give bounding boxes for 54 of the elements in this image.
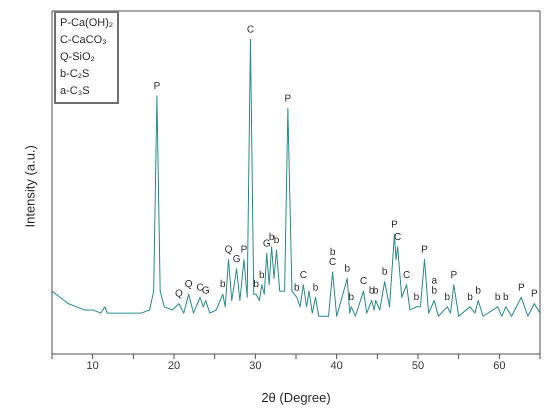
annotation: C [360,276,368,288]
annotation: b [431,286,438,297]
annotation: Q [224,244,233,256]
annotation: C [246,24,254,36]
annotation: b [268,232,275,244]
annotation: a [431,276,438,287]
x-tick-label: 30 [249,360,262,372]
annotation: Q [184,279,193,290]
x-tick-label: 50 [412,360,424,372]
annotation: b [494,292,501,303]
x-tick-label: 60 [493,360,506,372]
annotation: b [382,266,388,278]
annotation: a-C₃S [60,84,91,99]
annotation: b [294,282,300,294]
annotation: C-CaCO₃ [60,33,108,48]
annotation: b [259,270,266,281]
annotation: b [444,292,450,303]
annotation: b [368,286,375,297]
x-axis-title: 2θ (Degree) [261,390,331,405]
annotation: b [220,279,226,290]
annotation: G [262,238,271,250]
annotation: P [421,244,428,256]
annotation: C [300,270,307,281]
annotation: G [202,286,210,297]
annotation: C [328,257,336,268]
annotation: b-C₂S [60,67,90,82]
annotation: b [475,286,482,297]
annotation: C [402,270,410,281]
annotation: b [312,282,319,294]
annotation: P [518,282,525,294]
x-tick-label: 10 [86,360,99,372]
annotation: G [232,254,241,266]
text: P-Ca(OH)₂ [60,17,114,29]
annotation: b [330,247,336,258]
annotation: b [253,279,260,290]
annotation: P [391,219,398,230]
annotation: P [450,270,458,281]
annotation: b [344,263,350,274]
x-tick-label: 20 [168,360,180,372]
annotation: P [284,94,292,105]
annotation: Q [174,288,183,300]
annotation: P [530,288,538,300]
annotation: b [274,235,280,246]
annotation: b [467,292,474,303]
annotation: b [414,292,420,303]
y-axis-title: Intensity (a.u.) [22,145,38,228]
annotation: b [372,286,379,297]
annotation: P [154,80,161,92]
x-tick-label: 40 [330,360,343,372]
annotation: C [196,282,204,294]
annotation: b [503,292,510,303]
annotation: Q-SiO₂ [60,50,96,65]
annotation: P [240,244,248,256]
annotation: b [348,292,355,303]
